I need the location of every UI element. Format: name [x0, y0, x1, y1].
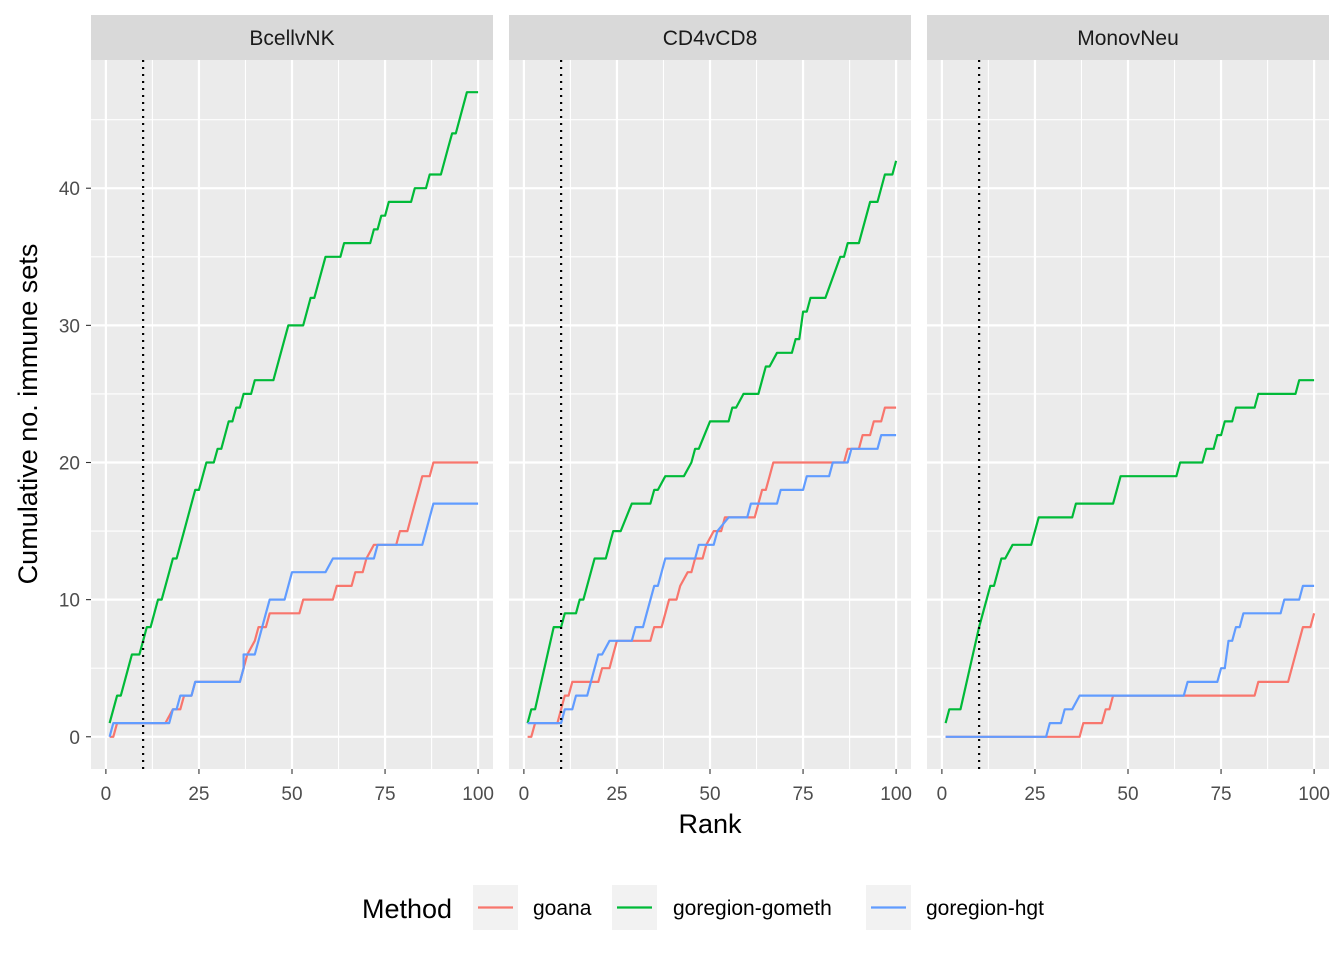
legend-item-goregion-hgt: goregion-hgt: [866, 885, 1044, 930]
series-line-goregion-gometh: [108, 91, 479, 724]
facet-label: MonovNeu: [1077, 27, 1179, 50]
x-tick-label: 100: [462, 784, 494, 805]
x-tick-label: 75: [1210, 784, 1231, 805]
series-line-goregion-gometh: [944, 379, 1315, 724]
legend-item-goregion-gometh: goregion-gometh: [612, 885, 832, 930]
legend-label: goregion-gometh: [673, 897, 832, 920]
x-tick-label: 75: [374, 784, 395, 805]
x-tick-label: 75: [792, 784, 813, 805]
y-tick-label: 0: [69, 728, 80, 749]
x-tick-label: 0: [937, 784, 948, 805]
facet-label: BcellvNK: [249, 27, 334, 50]
x-tick-label: 100: [1298, 784, 1330, 805]
facet-strip: [927, 15, 1329, 60]
x-tick-label: 100: [880, 784, 912, 805]
series-line-goregion-hgt: [108, 502, 479, 738]
y-tick-label: 10: [59, 591, 80, 612]
legend-label: goana: [533, 897, 592, 920]
legend-label: goregion-hgt: [926, 897, 1044, 920]
facet-strip: [91, 15, 493, 60]
x-tick-label: 50: [281, 784, 302, 805]
x-tick-label: 0: [101, 784, 112, 805]
facet-strip: [509, 15, 911, 60]
y-tick-label: 20: [59, 453, 80, 474]
y-axis-title: Cumulative no. immune sets: [13, 244, 43, 585]
x-tick-label: 50: [1117, 784, 1138, 805]
y-tick-label: 30: [59, 316, 80, 337]
legend-title: Method: [362, 894, 452, 924]
x-tick-label: 25: [188, 784, 209, 805]
facet-label: CD4vCD8: [663, 27, 758, 50]
x-tick-label: 0: [519, 784, 530, 805]
series-line-goregion-gometh: [526, 160, 898, 724]
panel-CD4vCD8: CD4vCD8 0 25 50 75 100: [509, 15, 912, 805]
series-line-goregion-hgt: [527, 434, 897, 725]
panel-MonovNeu: MonovNeu 0 25 50 75 100: [927, 15, 1330, 805]
x-tick-label: 25: [1024, 784, 1045, 805]
legend-item-goana: goana: [473, 885, 592, 930]
x-tick-label: 50: [699, 784, 720, 805]
x-axis-title: Rank: [678, 809, 742, 839]
y-tick-label: 40: [59, 179, 80, 200]
x-tick-label: 25: [606, 784, 627, 805]
panels: 0 10 20 30 40 BcellvNK 0 25 50 75 100 CD4vCD8 0 25 50 7…: [59, 15, 1330, 805]
legend: Method goana goregion-gometh goregion-hgt: [362, 885, 1044, 930]
panel-BcellvNK: BcellvNK 0 25 50 75 100: [91, 15, 494, 805]
series-line-goana: [109, 461, 479, 738]
series-line-goregion-hgt: [945, 584, 1315, 738]
